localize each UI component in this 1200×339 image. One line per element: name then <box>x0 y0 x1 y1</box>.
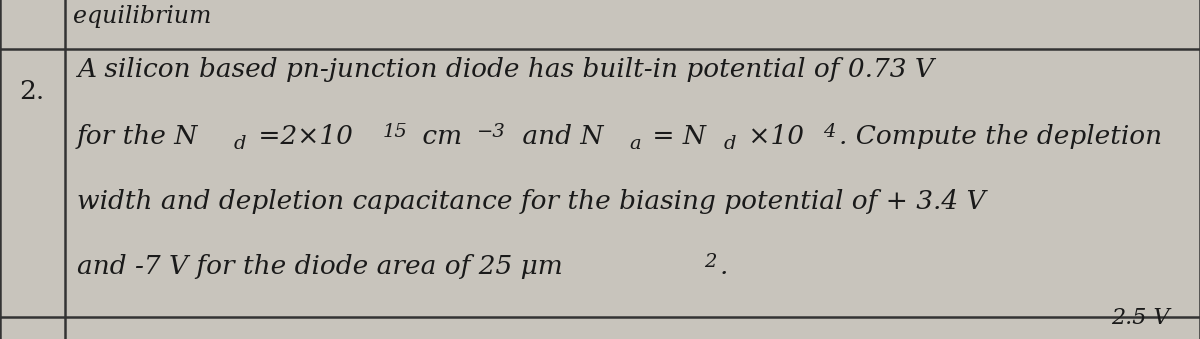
Text: .: . <box>720 254 728 279</box>
Text: . Compute the depletion: . Compute the depletion <box>839 124 1162 149</box>
Text: and N: and N <box>514 124 604 149</box>
Text: 4: 4 <box>823 123 835 141</box>
Text: d: d <box>724 135 737 153</box>
Text: A silicon based pn-junction diode has built-in potential of 0.73 V: A silicon based pn-junction diode has bu… <box>77 57 934 82</box>
Text: equilibrium: equilibrium <box>73 5 211 28</box>
Text: a: a <box>629 135 641 153</box>
Text: and -7 V for the diode area of 25 μm: and -7 V for the diode area of 25 μm <box>77 254 563 279</box>
Text: width and depletion capacitance for the biasing potential of + 3.4 V: width and depletion capacitance for the … <box>77 189 985 214</box>
Text: 2: 2 <box>703 253 716 271</box>
Text: d: d <box>234 135 246 153</box>
Text: 15: 15 <box>383 123 407 141</box>
Text: = N: = N <box>644 124 706 149</box>
Text: cm: cm <box>414 124 462 149</box>
Text: 2.5 V: 2.5 V <box>1111 307 1170 329</box>
Text: =2×10: =2×10 <box>250 124 353 149</box>
Text: ×10: ×10 <box>740 124 804 149</box>
Text: −3: −3 <box>476 123 505 141</box>
Text: 2.: 2. <box>19 79 44 104</box>
Text: for the N: for the N <box>77 124 198 149</box>
